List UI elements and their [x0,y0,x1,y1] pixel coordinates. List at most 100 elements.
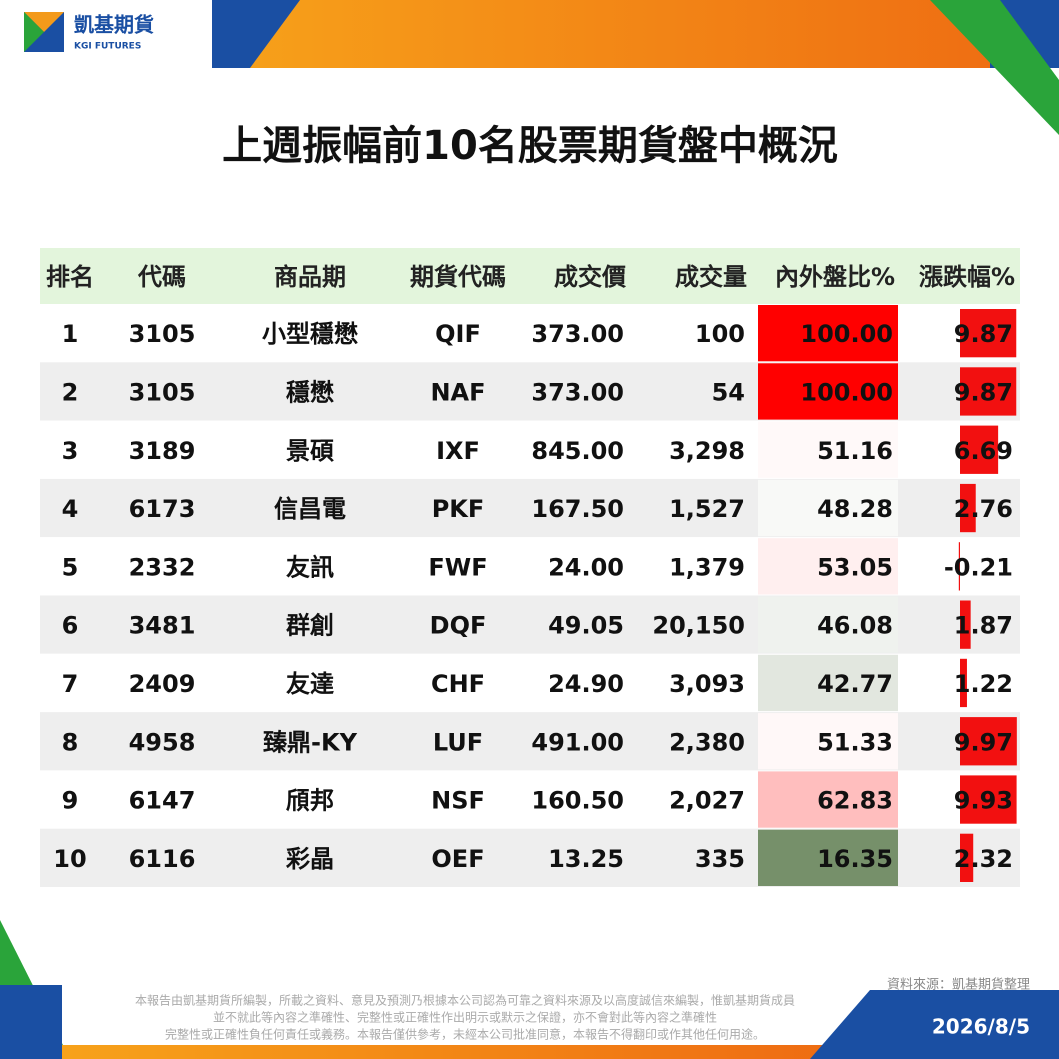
table-cell: 6147 [129,787,196,815]
table-cell: 46.08 [817,612,893,640]
column-header: 內外盤比% [775,263,895,291]
table-cell: 6173 [129,495,196,523]
table-cell: 10 [53,845,86,873]
table-cell: DQF [430,612,487,640]
header-row [40,248,1020,304]
table-cell: 2,380 [669,728,745,756]
table-cell: 2.32 [954,845,1013,873]
table-cell: NAF [430,378,485,406]
brand: 凱基期貨 [74,13,154,37]
ratio-cell [758,829,898,886]
table-cell: 1 [62,320,79,348]
table-cell: 小型穩懋 [262,320,358,348]
table-cell: 3,093 [669,670,745,698]
source: 資料來源：凱基期貨整理 [887,977,1030,993]
table-cell: 2332 [129,553,196,581]
table-cell: 491.00 [531,728,624,756]
disclaimer: 本報告由凱基期貨所編製，所載之資料、意見及預測乃根據本公司認為可靠之資料來源及以… [135,993,795,1008]
table-cell: 3105 [129,378,196,406]
table-cell: 9.87 [954,378,1013,406]
ratio-cell [758,771,898,828]
table-cell: 3 [62,437,79,465]
table-cell: 2409 [129,670,196,698]
logo-piece [24,12,44,52]
ratio-cell [758,654,898,712]
column-header: 排名 [46,263,94,291]
logo-piece [24,12,64,32]
change-bar [960,717,1017,766]
table-cell: OEF [431,845,484,873]
bottom-left-blue [0,985,62,1059]
table-cell: 3,298 [669,437,745,465]
ratio-cell [758,713,898,770]
ratio-cell [758,596,898,653]
table-cell: 臻鼎-KY [263,728,358,756]
table-cell: 100 [695,320,745,348]
table-cell: 2.76 [954,495,1013,523]
table-cell: 373.00 [531,320,624,348]
table-cell: 穩懋 [286,378,334,406]
column-header: 成交量 [675,263,747,291]
change-bar [960,483,976,533]
table-cell: 49.05 [548,612,624,640]
change-bar [960,367,1017,416]
table-cell: 9.97 [954,728,1013,756]
change-bar [958,542,960,591]
table-cell: IXF [436,437,480,465]
table-cell: 100.00 [800,378,893,406]
table-cell: 9 [62,787,79,815]
change-bar [960,309,1017,358]
bottom-right-blue [810,990,1059,1059]
table-cell: 9.93 [954,787,1013,815]
top-blue [212,0,300,68]
table-cell: LUF [433,728,483,756]
table-cell: 彩晶 [285,845,334,873]
table-cell: 54 [712,378,745,406]
table-cell: 1,379 [669,553,745,581]
table-cell: FWF [428,553,487,581]
table-cell: 6 [62,612,79,640]
column-header: 代碼 [137,263,186,291]
table-cell: 335 [695,845,745,873]
change-bar [960,775,1017,824]
table-cell: 6116 [129,845,196,873]
table-cell: 24.00 [548,553,624,581]
table-cell: 友達 [286,670,334,698]
table-cell: CHF [431,670,485,698]
table-cell: 4 [62,495,79,523]
title: 上週振幅前10名股票期貨盤中概況 [222,123,838,169]
date: 2026/8/5 [932,1015,1030,1039]
top-right-green [930,0,1059,135]
table-cell: 信昌電 [274,495,346,523]
ratio-cell [758,421,898,478]
table-cell: 51.33 [817,728,893,756]
table-cell: QIF [435,320,481,348]
table-cell: 1,527 [669,495,745,523]
table-cell: 100.00 [800,320,893,348]
table-cell: 1.87 [954,612,1013,640]
ratio-cell [758,363,898,420]
table-cell: 62.83 [817,787,893,815]
table-cell: 2,027 [669,787,745,815]
table-cell: NSF [431,787,485,815]
change-bar [960,425,999,474]
brand-sub: KGI FUTURES [74,42,141,52]
ratio-cell [758,538,898,595]
table-cell: 8 [62,728,79,756]
ratio-cell [758,305,898,362]
table-cell: 48.28 [817,495,893,523]
column-header: 成交價 [554,263,627,291]
table-cell: 友訊 [286,553,334,581]
change-bar [960,833,974,882]
column-header: 期貨代碼 [410,263,506,291]
table-cell: 24.90 [548,670,624,698]
table-cell: 51.16 [817,437,893,465]
table-cell: 景碩 [286,437,334,465]
table-cell: 845.00 [531,437,624,465]
table-cell: 3189 [129,437,196,465]
table-cell: 42.77 [817,670,893,698]
table: 排名 代碼 商品期 期貨代碼 成交價 成交量 內外盤比% 漲跌幅%1 3105 小型穩懋 QIF 37… [40,248,1020,887]
disclaimer: 完整性或正確性負任何責任或義務。本報告僅供參考，未經本公司批准同意，本報告不得翻… [165,1027,765,1042]
table-cell: 4958 [129,728,196,756]
